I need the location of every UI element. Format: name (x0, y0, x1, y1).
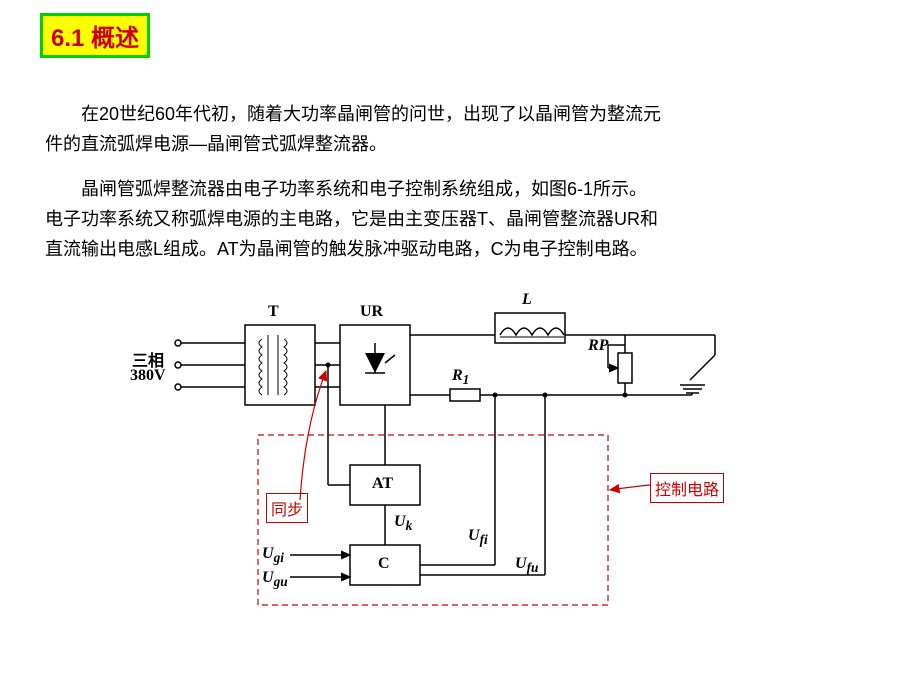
paragraph-2-line-2: 电子功率系统又称弧焊电源的主电路，它是由主变压器T、晶闸管整流器UR和 (45, 205, 658, 235)
label-Uk-main: U (394, 513, 406, 530)
paragraph-1-line-1: 在20世纪60年代初，随着大功率晶闸管的问世，出现了以晶闸管为整流元 (45, 100, 661, 130)
label-Ugi-main: U (262, 545, 274, 562)
label-sync: 同步 (266, 493, 308, 523)
paragraph-2-line-1: 晶闸管弧焊整流器由电子功率系统和电子控制系统组成，如图6-1所示。 (45, 175, 647, 205)
label-Uk: Uk (394, 513, 412, 534)
label-Uk-sub: k (406, 518, 413, 533)
label-three-phase-2: 380V (130, 367, 166, 385)
section-heading: 6.1 概述 (51, 25, 139, 52)
circuit-diagram: T UR L 三相 380V RP R1 AT C Uk Ufi Ufu Ugi… (150, 295, 770, 655)
label-R1-sub: 1 (463, 372, 470, 387)
label-R1: R1 (452, 367, 469, 388)
label-R1-main: R (452, 367, 463, 384)
label-C: C (378, 555, 390, 573)
label-Ufi-main: U (468, 527, 480, 544)
label-UR: UR (360, 303, 383, 321)
label-Ufu-sub: fu (527, 560, 539, 575)
section-heading-box: 6.1 概述 (40, 13, 150, 58)
label-Ufi-sub: fi (480, 532, 488, 547)
label-Ugu-main: U (262, 569, 274, 586)
label-Ufu: Ufu (515, 555, 538, 576)
label-L: L (522, 291, 532, 309)
paragraph-2-line-3: 直流输出电感L组成。AT为晶闸管的触发脉冲驱动电路，C为电子控制电路。 (45, 235, 648, 265)
paragraph-1-line-2: 件的直流弧焊电源—晶闸管式弧焊整流器。 (45, 130, 387, 160)
label-Ugu: Ugu (262, 569, 288, 590)
label-Ugi-sub: gi (274, 550, 284, 565)
label-RP: RP (588, 337, 608, 355)
label-AT: AT (372, 475, 393, 493)
label-Ugi: Ugi (262, 545, 284, 566)
label-Ufu-main: U (515, 555, 527, 572)
label-Ugu-sub: gu (274, 574, 288, 589)
label-ctrl: 控制电路 (650, 473, 724, 503)
label-Ufi: Ufi (468, 527, 488, 548)
label-T: T (268, 303, 279, 321)
